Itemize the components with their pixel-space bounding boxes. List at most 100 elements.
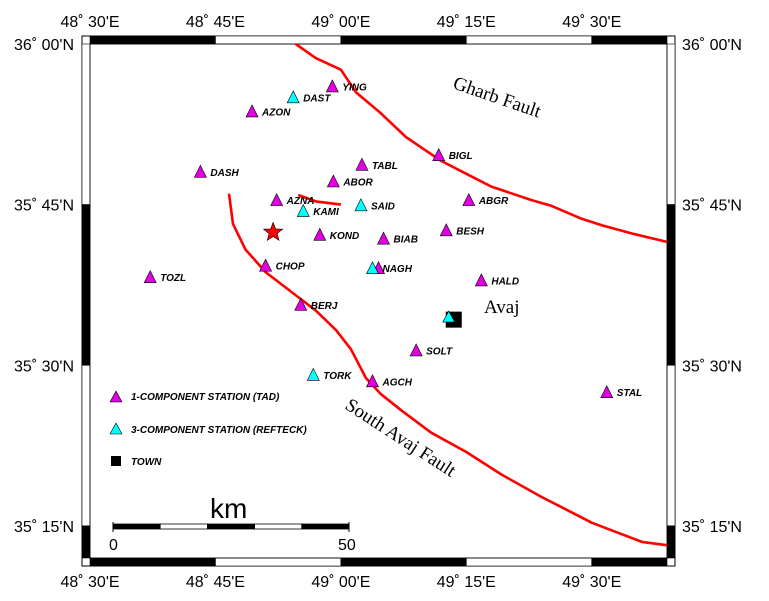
station-marker-kond (313, 227, 327, 241)
frame-segment-right (666, 43, 676, 205)
station-label-abor: ABOR (342, 177, 373, 188)
legend-town-icon (111, 456, 121, 466)
station-label-kond: KOND (330, 231, 359, 242)
frame-segment-left (81, 525, 91, 559)
station-label-hald: HALD (491, 276, 519, 287)
station-label-ying: YING (342, 82, 367, 93)
station-marker-abor (326, 174, 340, 188)
station-label-said: SAID (371, 201, 395, 212)
station-label-nagh: NAGH (382, 264, 412, 275)
scale-min-label: 0 (109, 537, 118, 554)
lon-tick-label-bottom: 49˚ 15'E (437, 574, 496, 591)
station-markers: YING DAST AZON BIGL TABL DASH ABOR AZNA ABGR SAID… (143, 79, 642, 399)
frame-segment-top (591, 35, 668, 45)
station-marker-tabl (355, 157, 369, 171)
station-label-bigl: BIGL (449, 151, 473, 162)
station-marker-dash (193, 164, 207, 178)
lon-tick-label-bottom: 49˚ 30'E (562, 574, 621, 591)
station-marker-dast (286, 90, 300, 104)
station-marker-chop (259, 258, 273, 272)
lat-tick-label-left: 35˚ 15'N (14, 519, 74, 536)
scale-segment (206, 523, 255, 530)
station-label-abgr: ABGR (478, 196, 509, 207)
frame-segment-bottom (215, 557, 342, 567)
station-marker-hald (474, 273, 488, 287)
station-label-tork: TORK (323, 371, 352, 382)
frame-segment-top (215, 35, 342, 45)
station-marker-ying (325, 79, 339, 93)
lat-tick-label-right: 35˚ 15'N (682, 519, 742, 536)
lat-tick-label-right: 35˚ 30'N (682, 358, 742, 375)
lon-tick-label-top: 49˚ 15'E (437, 14, 496, 31)
frame-segment-bottom (89, 557, 216, 567)
lon-tick-label-top: 49˚ 00'E (311, 14, 370, 31)
legend-town-label: TOWN (131, 457, 162, 468)
station-label-agch: AGCH (381, 377, 412, 388)
station-label-azna: AZNA (286, 196, 315, 207)
station-label-azon: AZON (261, 107, 291, 118)
axis-tick-labels: 48˚ 30'E 48˚ 30'E 48˚ 45'E 48˚ 45'E 49˚ 00'E… (14, 14, 742, 591)
fault-lines (227, 42, 668, 547)
station-label-berj: BERJ (311, 301, 338, 312)
station-label-tozl: TOZL (160, 273, 186, 284)
legend-one-component-label: 1-COMPONENT STATION (TAD) (131, 392, 280, 403)
station-label-stal: STAL (617, 388, 642, 399)
frame-segment-top (466, 35, 593, 45)
frame-segment-right (666, 364, 676, 527)
fault-line (297, 193, 342, 206)
lat-tick-label-left: 35˚ 30'N (14, 358, 74, 375)
lat-tick-label-right: 35˚ 45'N (682, 198, 742, 215)
station-marker-berj (294, 297, 308, 311)
lon-tick-label-top: 48˚ 30'E (60, 14, 119, 31)
frame-segment-top (89, 35, 216, 45)
station-marker-tozl (143, 270, 157, 284)
lon-tick-label-top: 49˚ 30'E (562, 14, 621, 31)
lon-tick-label-bottom: 48˚ 45'E (186, 574, 245, 591)
station-marker-biab (377, 231, 391, 245)
station-marker-nagh (365, 261, 379, 275)
scale-segment (301, 523, 350, 530)
lon-tick-label-bottom: 48˚ 30'E (60, 574, 119, 591)
legend-three-component-label: 3-COMPONENT STATION (REFTECK) (131, 425, 307, 436)
station-label-dast: DAST (303, 93, 331, 104)
scale-unit-label: km (210, 493, 247, 524)
frame-segment-top (340, 35, 467, 45)
station-label-chop: CHOP (276, 262, 305, 273)
frame-outer (81, 35, 676, 567)
frame-segment-right (666, 525, 676, 559)
station-marker-solt (409, 343, 423, 357)
scale-max-label: 50 (338, 537, 356, 554)
fault-line (227, 193, 668, 547)
frame-segment-left (81, 364, 91, 527)
fault-line (294, 42, 668, 244)
lat-tick-label-right: 36˚ 00'N (682, 37, 742, 54)
station-label-biab: BIAB (394, 235, 418, 246)
station-marker-stal (600, 385, 614, 399)
station-label-tabl: TABL (372, 161, 398, 172)
station-marker-bigl (432, 147, 446, 161)
station-marker-avaj (442, 310, 456, 323)
legend: 1-COMPONENT STATION (TAD) 3-COMPONENT ST… (109, 390, 307, 468)
frame-segment-left (81, 43, 91, 205)
frame-segment-right (666, 204, 676, 366)
station-label-besh: BESH (456, 226, 485, 237)
lat-tick-label-left: 36˚ 00'N (14, 37, 74, 54)
station-label-kami: KAMI (313, 207, 339, 218)
station-label-dash: DASH (210, 168, 239, 179)
map-frame (81, 35, 676, 567)
frame-segment-bottom (466, 557, 593, 567)
station-marker-kami (296, 203, 310, 217)
station-label-solt: SOLT (426, 346, 453, 357)
station-marker-besh (439, 223, 453, 237)
station-marker-azna (270, 192, 284, 206)
station-marker-agch (365, 374, 379, 388)
frame-segment-bottom (591, 557, 668, 567)
station-marker-abgr (462, 192, 476, 206)
map-features (262, 221, 462, 328)
epicenter-star-icon (262, 221, 284, 241)
station-marker-said (354, 198, 368, 212)
lat-tick-label-left: 35˚ 45'N (14, 198, 74, 215)
frame-segment-bottom (340, 557, 467, 567)
scale-segment (112, 523, 161, 530)
